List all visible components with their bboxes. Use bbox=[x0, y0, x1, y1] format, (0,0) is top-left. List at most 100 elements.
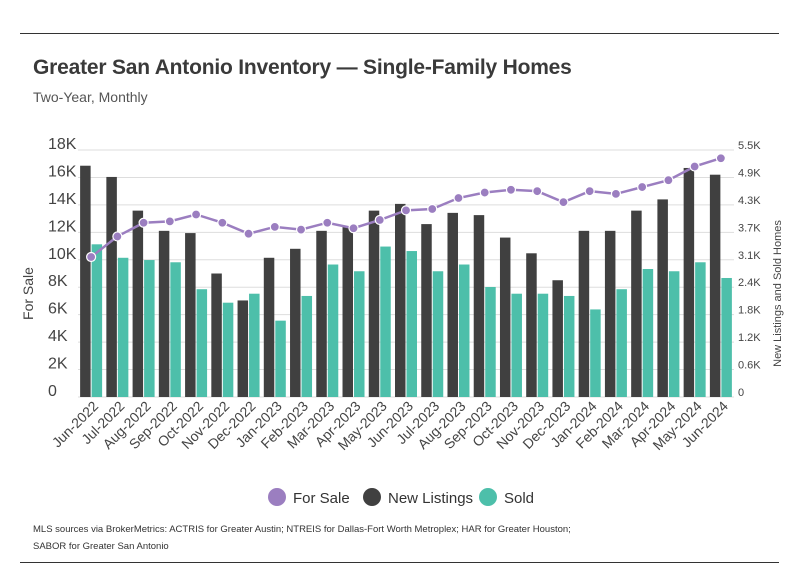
chart-title: Greater San Antonio Inventory — Single-F… bbox=[33, 56, 572, 79]
legend-label: For Sale bbox=[293, 490, 350, 507]
for-sale-point bbox=[453, 192, 464, 204]
for-sale-point bbox=[217, 217, 228, 228]
for-sale-point bbox=[558, 197, 569, 208]
y-left-tick-label: 8K bbox=[48, 273, 68, 290]
bar-new-listings bbox=[132, 210, 144, 397]
legend-swatch bbox=[363, 488, 381, 506]
top-rule bbox=[20, 33, 779, 34]
bar-sold bbox=[432, 271, 444, 397]
y-right-tick-label: 5.5K bbox=[738, 140, 761, 152]
bar-new-listings bbox=[342, 226, 354, 397]
y-right-tick-label: 2.4K bbox=[738, 277, 761, 289]
bar-sold bbox=[222, 302, 234, 397]
y-right-axis-title: New Listings and Sold Homes bbox=[772, 220, 784, 367]
for-sale-point bbox=[479, 187, 490, 198]
for-sale-point bbox=[610, 188, 622, 200]
bar-sold bbox=[563, 295, 575, 397]
bar-new-listings bbox=[552, 280, 563, 397]
y-right-tick-label: 4.3K bbox=[738, 195, 761, 207]
legend-swatch bbox=[268, 488, 286, 506]
bar-sold bbox=[275, 320, 286, 397]
bar-sold bbox=[354, 271, 365, 397]
bar-sold bbox=[170, 262, 181, 397]
bar-sold bbox=[406, 251, 417, 397]
bar-sold bbox=[695, 262, 706, 397]
bar-new-listings bbox=[604, 230, 616, 397]
bar-sold bbox=[327, 264, 339, 397]
for-sale-point bbox=[190, 209, 202, 220]
bar-new-listings bbox=[657, 199, 668, 397]
bar-new-listings bbox=[80, 165, 91, 397]
bar-sold bbox=[485, 286, 496, 397]
y-right-tick-label: 0 bbox=[738, 387, 744, 399]
bar-new-listings bbox=[526, 253, 537, 397]
legend-label: Sold bbox=[504, 490, 534, 507]
bar-sold bbox=[301, 295, 313, 397]
for-sale-point bbox=[427, 203, 438, 215]
y-right-tick-label: 3.7K bbox=[738, 222, 761, 234]
y-left-tick-label: 2K bbox=[48, 356, 68, 373]
bar-new-listings bbox=[211, 273, 222, 397]
for-sale-point bbox=[374, 214, 385, 226]
bottom-rule bbox=[20, 562, 779, 563]
legend-label: New Listings bbox=[388, 490, 473, 507]
bar-sold bbox=[511, 293, 522, 397]
bar-new-listings bbox=[578, 230, 590, 397]
bar-sold bbox=[590, 309, 601, 397]
y-right-tick-label: 3.1K bbox=[738, 250, 761, 262]
bar-sold bbox=[616, 289, 627, 397]
for-sale-point bbox=[164, 216, 175, 227]
y-left-tick-label: 0 bbox=[48, 383, 57, 400]
bar-new-listings bbox=[158, 230, 170, 397]
bar-new-listings bbox=[290, 248, 301, 397]
for-sale-point bbox=[584, 186, 595, 197]
bar-sold bbox=[537, 293, 549, 397]
bar-new-listings bbox=[395, 203, 406, 397]
for-sale-point bbox=[86, 251, 97, 263]
for-sale-point bbox=[689, 161, 700, 172]
bar-new-listings bbox=[421, 224, 432, 397]
bar-sold bbox=[721, 277, 732, 397]
for-sale-point bbox=[663, 175, 674, 186]
y-right-tick-label: 4.9K bbox=[738, 167, 761, 179]
y-right-tick-label: 0.6K bbox=[738, 360, 761, 372]
for-sale-point bbox=[715, 153, 726, 164]
y-right-tick-label: 1.2K bbox=[738, 332, 761, 344]
bar-new-listings bbox=[106, 176, 117, 397]
bar-new-listings bbox=[473, 215, 485, 397]
bar-new-listings bbox=[316, 230, 327, 397]
for-sale-point bbox=[400, 205, 412, 216]
for-sale-point bbox=[269, 221, 280, 232]
y-left-axis-title: For Sale bbox=[20, 267, 36, 320]
bar-sold bbox=[196, 289, 208, 397]
bar-new-listings bbox=[263, 257, 275, 397]
y-right-tick-label: 1.8K bbox=[738, 305, 761, 317]
chart-subtitle: Two-Year, Monthly bbox=[33, 89, 148, 105]
legend-swatch bbox=[479, 488, 497, 506]
for-sale-point bbox=[532, 186, 543, 197]
bar-sold bbox=[249, 293, 260, 397]
for-sale-point bbox=[243, 228, 254, 239]
y-left-tick-label: 18K bbox=[48, 136, 77, 153]
y-left-tick-label: 14K bbox=[48, 191, 77, 208]
y-left-tick-label: 16K bbox=[48, 163, 77, 180]
for-sale-point bbox=[348, 223, 359, 234]
bar-sold bbox=[144, 260, 155, 397]
bar-new-listings bbox=[185, 233, 196, 397]
y-left-tick-label: 10K bbox=[48, 246, 77, 263]
inventory-chart: 0 2K 4K 6K 8K 10K 12K 14K 16K 18K 0 0.6K 1.2K 1.8K 2.4… bbox=[20, 136, 784, 507]
bar-new-listings bbox=[447, 212, 458, 397]
for-sale-point bbox=[322, 217, 333, 228]
source-note: MLS sources via BrokerMetrics: ACTRIS fo… bbox=[33, 524, 571, 552]
for-sale-point bbox=[295, 224, 307, 235]
bar-sold bbox=[117, 257, 129, 397]
bar-new-listings bbox=[683, 167, 695, 397]
y-left-tick-label: 6K bbox=[48, 301, 68, 318]
bar-sold bbox=[642, 269, 654, 397]
bar-new-listings bbox=[237, 300, 249, 397]
y-left-tick-label: 4K bbox=[48, 328, 68, 345]
bar-new-listings bbox=[709, 174, 721, 397]
bar-sold bbox=[91, 244, 103, 397]
for-sale-point bbox=[505, 184, 517, 195]
bar-new-listings bbox=[631, 210, 642, 397]
